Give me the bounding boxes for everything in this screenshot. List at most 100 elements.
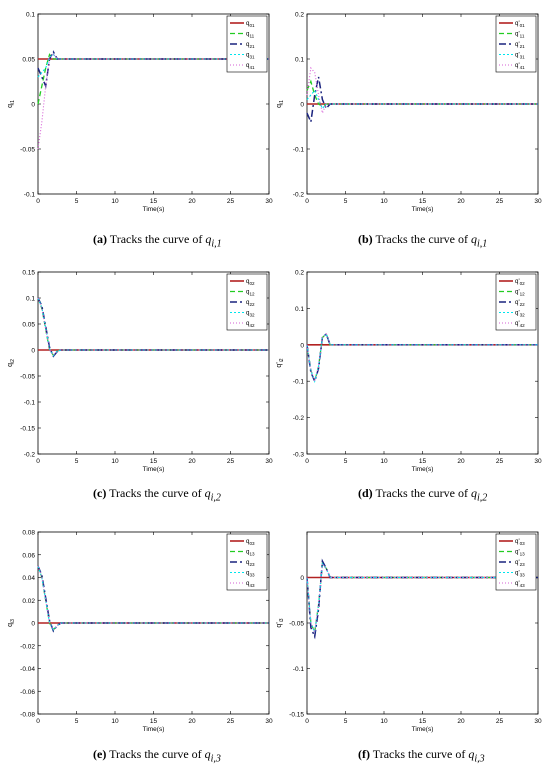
y-tick-label: -0.02 bbox=[20, 643, 35, 650]
caption-a: (a) Tracks the curve of qi,1 bbox=[93, 232, 222, 250]
y-tick-label: -0.15 bbox=[20, 426, 35, 433]
x-axis-label: Time(s) bbox=[143, 466, 165, 473]
x-axis-label: Time(s) bbox=[143, 726, 165, 733]
y-tick-label: 0.08 bbox=[22, 530, 35, 537]
y-tick-label: 0.1 bbox=[295, 306, 304, 313]
x-tick-label: 10 bbox=[380, 458, 388, 465]
x-tick-label: 15 bbox=[150, 198, 158, 205]
x-tick-label: 5 bbox=[344, 458, 348, 465]
x-tick-label: 15 bbox=[419, 458, 427, 465]
x-tick-label: 25 bbox=[496, 198, 504, 205]
x-tick-label: 0 bbox=[305, 198, 309, 205]
x-tick-label: 20 bbox=[188, 458, 196, 465]
legend-entry: q'12 bbox=[515, 289, 525, 297]
y-tick-label: -0.1 bbox=[293, 666, 305, 673]
y-tick-label: -0.15 bbox=[289, 712, 304, 719]
y-tick-label: 0.05 bbox=[22, 322, 35, 329]
x-tick-label: 10 bbox=[111, 718, 119, 725]
legend-entry: q'43 bbox=[515, 580, 525, 588]
series-line-2 bbox=[306, 76, 538, 125]
x-axis-label: Time(s) bbox=[412, 466, 434, 473]
panel-d: 0.20.10-0.1-0.2-0.30 5 10 15 20 25 30Time(s)q'… bbox=[276, 270, 542, 474]
y-tick-label: -0.05 bbox=[20, 147, 35, 154]
legend-entry: q13 bbox=[246, 549, 255, 557]
y-tick-label: -0.2 bbox=[293, 192, 305, 199]
legend-entry: q22 bbox=[246, 299, 255, 307]
legend-entry: q'31 bbox=[515, 52, 525, 60]
legend-entry: q'23 bbox=[515, 559, 525, 567]
y-tick-label: 0.2 bbox=[295, 12, 304, 19]
series-line-4 bbox=[37, 52, 269, 150]
y-axis-label: q'i2 bbox=[276, 358, 285, 367]
x-tick-label: 30 bbox=[265, 458, 273, 465]
x-axis-label: Time(s) bbox=[412, 726, 434, 733]
legend-entry: q23 bbox=[246, 559, 255, 567]
x-axis-label: Time(s) bbox=[143, 206, 165, 213]
y-tick-label: 0.15 bbox=[22, 270, 35, 277]
y-axis-label: q'i3 bbox=[276, 618, 285, 627]
y-axis-label: qi1 bbox=[7, 100, 16, 108]
y-tick-label: -0.1 bbox=[24, 192, 36, 199]
caption-e: (e) Tracks the curve of qi,3 bbox=[93, 747, 221, 765]
x-tick-label: 15 bbox=[419, 718, 427, 725]
legend-entry: q03 bbox=[246, 538, 255, 546]
y-tick-label: -0.05 bbox=[289, 621, 304, 628]
caption-c: (c) Tracks the curve of qi,2 bbox=[93, 486, 221, 504]
x-tick-label: 30 bbox=[265, 718, 273, 725]
legend-entry: q'42 bbox=[515, 320, 525, 328]
x-tick-label: 5 bbox=[344, 198, 348, 205]
series-line-3 bbox=[37, 297, 269, 357]
legend-entry: q42 bbox=[246, 320, 255, 328]
x-tick-label: 20 bbox=[188, 198, 196, 205]
y-tick-label: -0.08 bbox=[20, 712, 35, 719]
x-tick-label: 20 bbox=[188, 718, 196, 725]
y-tick-label: 0.2 bbox=[295, 270, 304, 277]
y-tick-label: 0.06 bbox=[22, 552, 35, 559]
x-tick-label: 0 bbox=[305, 718, 309, 725]
x-tick-label: 10 bbox=[380, 718, 388, 725]
y-axis-label: qi1 bbox=[276, 100, 285, 108]
y-tick-label: -0.04 bbox=[20, 666, 35, 673]
y-tick-label: 0.02 bbox=[22, 598, 35, 605]
y-tick-label: -0.1 bbox=[24, 400, 36, 407]
y-tick-label: 0.1 bbox=[26, 296, 35, 303]
y-tick-label: 0 bbox=[300, 102, 304, 109]
x-axis-label: Time(s) bbox=[412, 206, 434, 213]
y-tick-label: 0 bbox=[300, 342, 304, 349]
series-line-3 bbox=[37, 53, 269, 78]
y-axis-label: qi2 bbox=[7, 359, 16, 367]
x-tick-label: 25 bbox=[227, 458, 235, 465]
legend-entry: q32 bbox=[246, 310, 255, 318]
legend-entry: q'11 bbox=[515, 31, 525, 39]
x-tick-label: 30 bbox=[534, 198, 542, 205]
panel-c: 0.150.10.050-0.05-0.1-0.15-0.20 5 10 15 20 25… bbox=[7, 270, 273, 474]
y-tick-label: -0.1 bbox=[293, 147, 305, 154]
legend-entry: q'02 bbox=[515, 278, 525, 286]
x-tick-label: 20 bbox=[457, 198, 465, 205]
caption-b: (b) Tracks the curve of qi,1 bbox=[358, 232, 488, 250]
series-line-4 bbox=[306, 66, 538, 115]
y-tick-label: 0 bbox=[31, 102, 35, 109]
legend-entry: q'41 bbox=[515, 62, 525, 70]
y-axis-label: qi3 bbox=[7, 619, 16, 627]
caption-f: (f) Tracks the curve of qi,3 bbox=[358, 747, 485, 765]
x-tick-label: 20 bbox=[457, 458, 465, 465]
panel-e: 0.080.060.040.020-0.02-0.04-0.06-0.080 5 1… bbox=[7, 530, 273, 734]
legend-entry: q21 bbox=[246, 41, 255, 49]
legend-entry: q'03 bbox=[515, 538, 525, 546]
panel-a: 0.10.050-0.05-0.10 5 10 15 20 25 30Time(s)qi1q… bbox=[7, 12, 273, 214]
x-tick-label: 25 bbox=[227, 198, 235, 205]
legend-entry: q33 bbox=[246, 570, 255, 578]
legend-entry: q'21 bbox=[515, 41, 525, 49]
x-tick-label: 5 bbox=[75, 718, 79, 725]
legend-entry: q43 bbox=[246, 580, 255, 588]
y-tick-label: 0.04 bbox=[22, 575, 35, 582]
x-tick-label: 5 bbox=[75, 198, 79, 205]
x-tick-label: 25 bbox=[496, 718, 504, 725]
x-tick-label: 25 bbox=[496, 458, 504, 465]
x-tick-label: 0 bbox=[36, 718, 40, 725]
x-tick-label: 0 bbox=[36, 458, 40, 465]
x-tick-label: 10 bbox=[380, 198, 388, 205]
x-tick-label: 20 bbox=[457, 718, 465, 725]
